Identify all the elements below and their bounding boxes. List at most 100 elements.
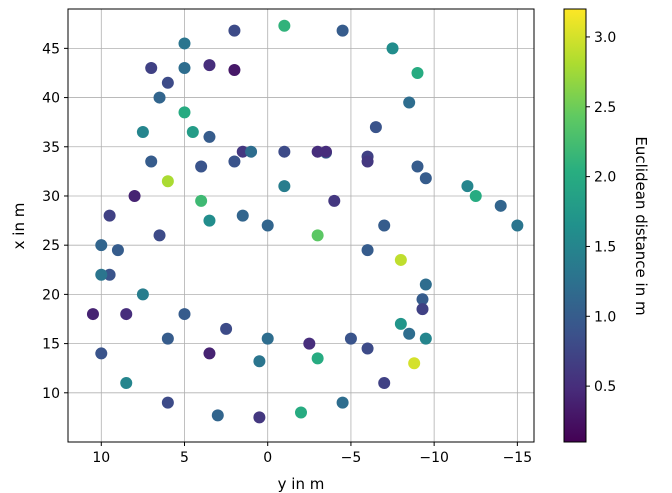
colorbar-tick-label: 3.0 [594,30,616,46]
x-tick-label: 5 [180,450,189,466]
data-point [386,42,399,55]
data-point [419,332,432,345]
data-point [361,342,374,355]
data-point [120,308,133,321]
data-point [278,145,291,158]
colorbar-tick-label: 2.0 [594,170,616,186]
data-point [128,189,141,202]
x-tick-label: −5 [341,450,362,466]
data-point [416,303,429,316]
data-point [261,219,274,232]
y-tick-label: 35 [42,140,60,156]
colorbar-tick-label: 0.5 [594,379,616,395]
data-point [361,155,374,168]
data-point [95,268,108,281]
data-point [178,308,191,321]
data-point [178,106,191,119]
scatter-points [86,19,524,424]
data-point [295,406,307,419]
data-point [344,332,357,345]
data-point [394,253,407,266]
data-point [203,347,216,360]
data-point [145,62,158,75]
colorbar [563,8,587,443]
data-point [203,214,216,227]
data-point [203,59,216,72]
data-point [394,317,407,330]
data-point [86,308,99,321]
data-point [120,376,133,389]
data-point [311,352,324,365]
data-point [203,130,216,143]
data-point [228,24,241,37]
data-point [145,155,158,168]
data-point [161,396,174,409]
y-tick-label: 30 [42,189,60,205]
data-point [411,160,424,173]
y-tick-label: 45 [42,41,60,57]
x-axis-label: y in m [278,475,325,493]
y-axis-label: x in m [10,203,28,250]
x-tick-label: 0 [263,450,272,466]
data-point [361,244,374,257]
data-point [469,189,482,202]
x-tick-label: −15 [503,450,533,466]
data-point [161,332,174,345]
data-point [494,199,507,212]
colorbar-axis: 0.5 1.0 1.5 2.0 2.5 3.0 [586,30,616,395]
colorbar-tick-label: 1.0 [594,309,616,325]
colorbar-label: Euclidean distance in m [632,136,650,315]
y-tick-label: 10 [42,386,60,402]
colorbar-tick-label: 2.5 [594,100,616,116]
data-point [236,145,249,158]
data-point [336,24,349,37]
data-point [411,66,424,79]
data-point [408,357,421,370]
data-point [319,145,332,158]
data-point [236,209,249,222]
data-point [416,293,429,306]
data-point [419,172,432,185]
y-axis: 10 15 20 25 30 35 40 45 [42,41,68,402]
data-point [253,411,266,424]
x-tick-label: −10 [419,450,449,466]
data-point [403,327,416,340]
data-point [161,76,174,89]
y-tick-label: 25 [42,238,60,254]
data-point [336,396,349,409]
data-point [278,19,291,32]
data-point [95,239,108,252]
data-point [328,194,341,207]
data-point [303,337,316,350]
data-point [311,229,324,242]
data-point [378,376,391,389]
data-point [195,194,208,207]
data-point [369,121,382,134]
data-point [178,37,191,50]
data-point [178,62,191,75]
data-point [228,155,241,168]
colorbar-tick-label: 1.5 [594,239,616,255]
grid-lines [68,9,534,442]
y-tick-label: 40 [42,91,60,107]
data-point [261,332,274,345]
x-tick-label: 10 [92,450,110,466]
data-point [195,160,208,173]
x-axis: 10 5 0 −5 −10 −15 [92,442,532,466]
data-point [419,278,432,291]
data-point [111,244,124,257]
data-point [311,145,324,158]
data-point [103,268,116,281]
data-point [153,229,166,242]
data-point [186,126,199,139]
data-point [511,219,524,232]
data-point [161,175,174,188]
data-point [220,322,233,335]
data-point [228,64,241,77]
data-point [136,126,149,139]
plot-frame [67,8,535,443]
data-point [253,355,266,368]
data-point [278,180,291,193]
data-point [136,288,149,301]
